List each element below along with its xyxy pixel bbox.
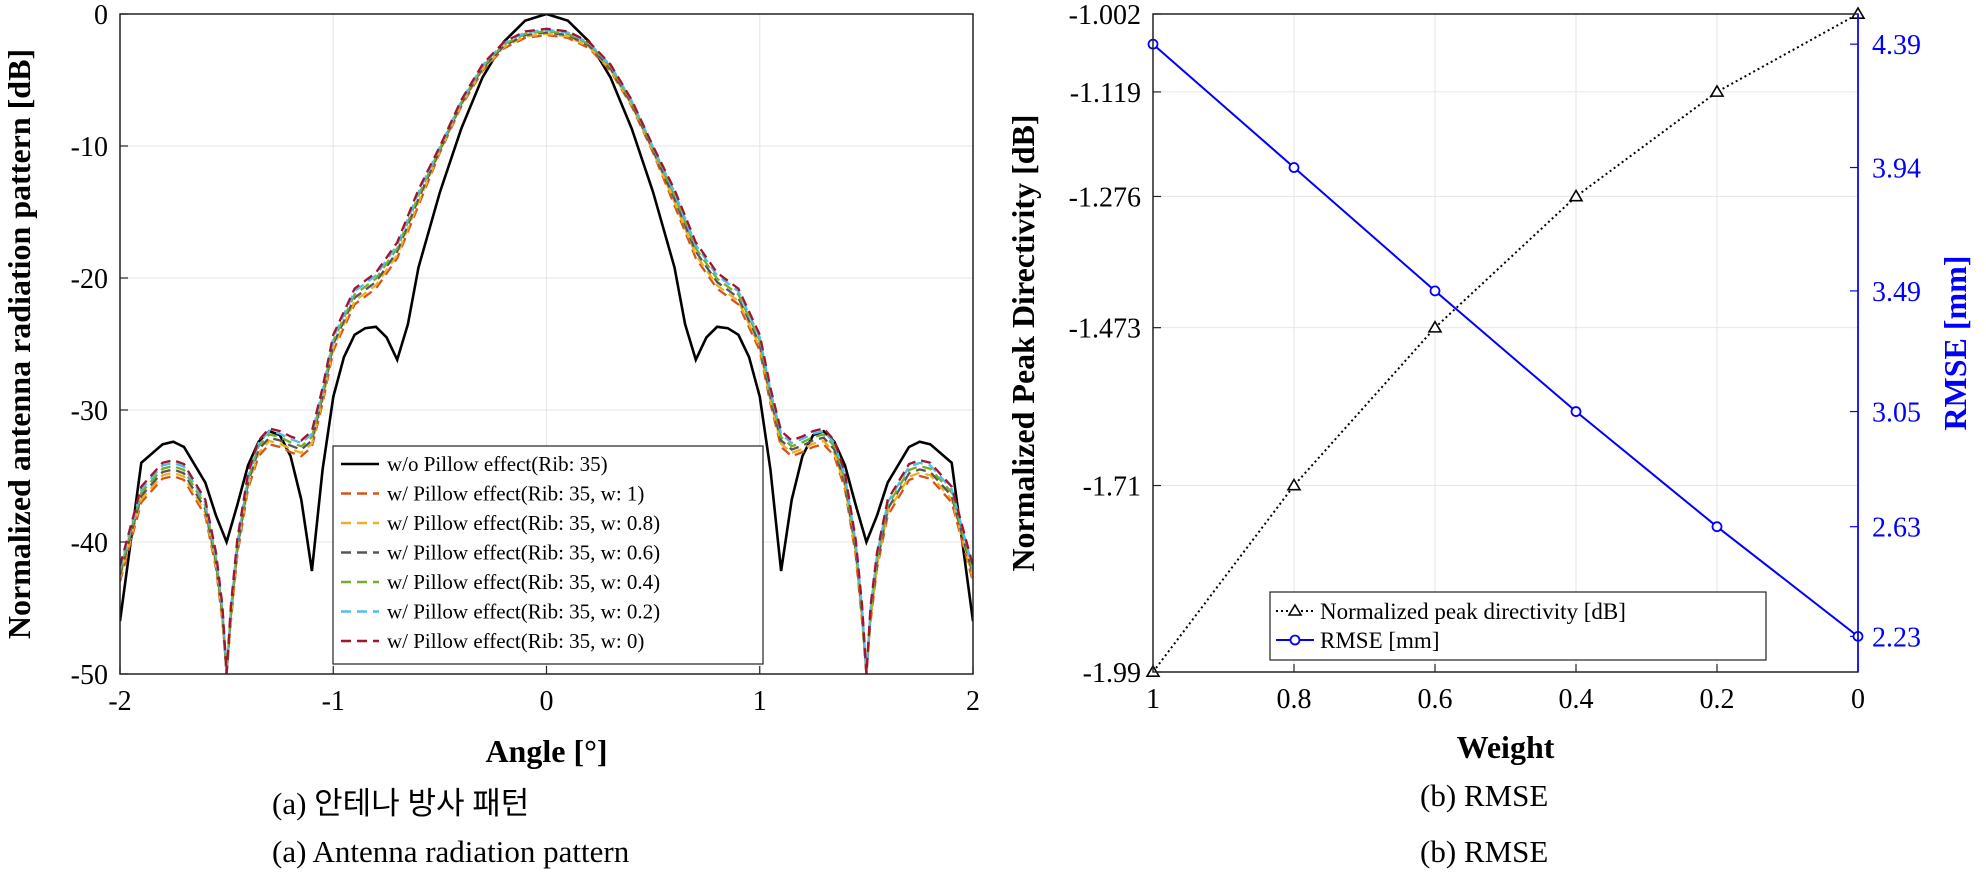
plot-area-b bbox=[1153, 14, 1858, 672]
legend-box-b bbox=[1269, 591, 1767, 661]
series-line-0 bbox=[1152, 13, 1859, 673]
y-tick-label: -40 bbox=[71, 528, 108, 559]
axes-box-a bbox=[119, 13, 974, 675]
caption-a-korean: (a) 안테나 방사 패턴 bbox=[272, 786, 530, 821]
x-tick-label: 0.6 bbox=[1418, 684, 1453, 715]
x-tick-label: 0.2 bbox=[1700, 684, 1735, 715]
x-tick-label: 0 bbox=[540, 686, 554, 717]
caption-b-english: (b) RMSE bbox=[1420, 834, 1549, 869]
y-tick-label: -1.119 bbox=[1070, 78, 1141, 109]
x-axis-label-b: Weight bbox=[1457, 729, 1555, 765]
y2-tick-label: 3.94 bbox=[1872, 154, 1921, 185]
data-point-rmse bbox=[1570, 406, 1582, 417]
x-tick-label: 1 bbox=[753, 686, 767, 717]
legend-label: w/o Pillow effect(Rib: 35) bbox=[387, 452, 608, 476]
y-tick-label: -20 bbox=[71, 264, 108, 295]
x-tick-label: 0.4 bbox=[1559, 684, 1594, 715]
data-point-rmse bbox=[1288, 162, 1300, 173]
series-line-1 bbox=[1152, 43, 1859, 638]
y-axis-label-a: Normalized antenna radiation pattern [dB… bbox=[1, 49, 37, 639]
data-point-directivity bbox=[1286, 477, 1302, 491]
legend-label: w/ Pillow effect(Rib: 35, w: 0.6) bbox=[387, 541, 660, 565]
legend-label: w/ Pillow effect(Rib: 35, w: 0) bbox=[387, 629, 644, 653]
y-tick-label: -1.002 bbox=[1069, 0, 1141, 31]
legend-label: w/ Pillow effect(Rib: 35, w: 0.8) bbox=[387, 511, 660, 535]
legend-label: w/ Pillow effect(Rib: 35, w: 0.4) bbox=[387, 570, 660, 594]
x-tick-label: 2 bbox=[966, 686, 980, 717]
y2-tick-label: 2.63 bbox=[1872, 513, 1921, 544]
y-tick-label: -50 bbox=[71, 660, 108, 691]
y2-tick-label: 4.39 bbox=[1872, 30, 1921, 61]
data-point-rmse bbox=[1711, 521, 1723, 533]
legend-label: Normalized peak directivity [dB] bbox=[1320, 599, 1626, 624]
legend-marker bbox=[1289, 634, 1301, 646]
caption-a-english: (a) Antenna radiation pattern bbox=[272, 834, 630, 869]
y-tick-label: -1.71 bbox=[1083, 472, 1141, 503]
legend-label: w/ Pillow effect(Rib: 35, w: 1) bbox=[387, 482, 644, 506]
y2-axis-label-b: RMSE [mm] bbox=[1937, 255, 1973, 430]
radiation-pattern-chart: -2 -1 0 1 20-10-20-30-40-50w/o Pillow effect… bbox=[1, 0, 980, 769]
x-tick-label: 1 bbox=[1146, 684, 1160, 715]
y-tick-label: -1.276 bbox=[1069, 182, 1141, 213]
data-point-directivity bbox=[1709, 84, 1725, 97]
x-tick-label: 0.8 bbox=[1277, 684, 1312, 715]
y-tick-label: -30 bbox=[71, 396, 108, 427]
peak-directivity-rmse-chart: 1 0.8 0.6 0.4 0.2 0 -1.002 -1.119 -1.276 -1.473 -1… bbox=[1005, 0, 1973, 765]
data-point-directivity bbox=[1427, 320, 1443, 333]
y2-tick-label: 3.05 bbox=[1872, 398, 1921, 429]
y2-tick-label: 2.23 bbox=[1872, 622, 1921, 653]
series-line-6 bbox=[120, 27, 973, 674]
y-axis-label-b: Normalized Peak Directivity [dB] bbox=[1005, 114, 1041, 571]
y-tick-label: -1.99 bbox=[1083, 658, 1141, 689]
legend-label: w/ Pillow effect(Rib: 35, w: 0.2) bbox=[387, 600, 660, 624]
legend-marker bbox=[1287, 603, 1303, 616]
data-point-directivity bbox=[1568, 188, 1584, 202]
y2-tick-label: 3.49 bbox=[1872, 277, 1921, 308]
legend-box-a bbox=[332, 445, 764, 665]
x-tick-label: -1 bbox=[322, 686, 345, 717]
x-tick-label: -2 bbox=[108, 686, 131, 717]
caption-b-korean: (b) RMSE bbox=[1420, 778, 1549, 813]
y-tick-label: -10 bbox=[71, 132, 108, 163]
y-tick-label: 0 bbox=[94, 0, 108, 31]
y-tick-label: -1.473 bbox=[1069, 314, 1141, 345]
x-tick-label: 0 bbox=[1851, 684, 1865, 715]
data-point-rmse bbox=[1429, 285, 1441, 297]
x-axis-label-a: Angle [°] bbox=[485, 733, 607, 769]
legend-label: RMSE [mm] bbox=[1320, 628, 1439, 653]
